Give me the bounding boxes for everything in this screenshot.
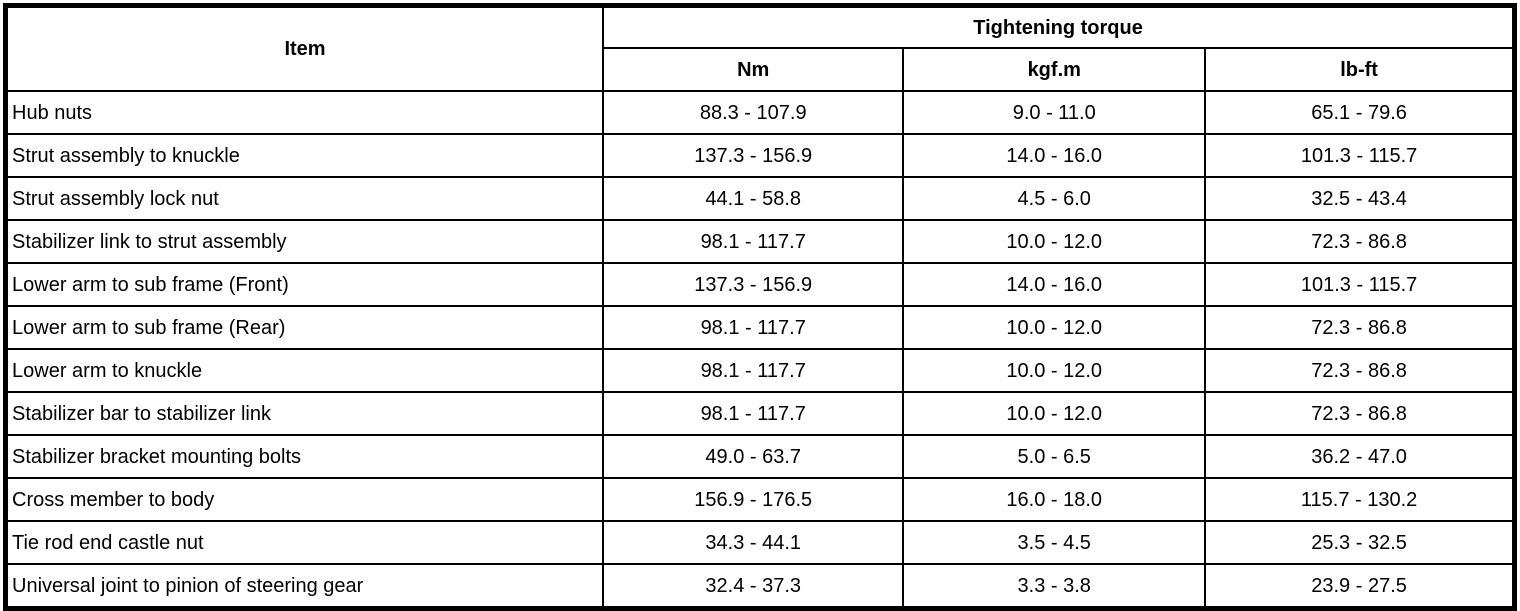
table-row: Strut assembly to knuckle 137.3 - 156.9 … xyxy=(4,133,1516,178)
table-row: Stabilizer bar to stabilizer link 98.1 -… xyxy=(4,391,1516,436)
lbft-value-cell: 72.3 - 86.8 xyxy=(1204,219,1516,264)
kgfm-value-cell: 14.0 - 16.0 xyxy=(902,262,1207,307)
lbft-value-cell: 32.5 - 43.4 xyxy=(1204,176,1516,221)
table-row: Cross member to body 156.9 - 176.5 16.0 … xyxy=(4,477,1516,522)
lbft-value-cell: 65.1 - 79.6 xyxy=(1204,90,1516,135)
nm-column-header: Nm xyxy=(602,47,905,92)
item-cell: Tie rod end castle nut xyxy=(4,520,605,565)
item-cell: Stabilizer bar to stabilizer link xyxy=(4,391,605,436)
nm-value-cell: 32.4 - 37.3 xyxy=(602,563,905,610)
nm-value-cell: 34.3 - 44.1 xyxy=(602,520,905,565)
item-cell: Lower arm to sub frame (Front) xyxy=(4,262,605,307)
lbft-value-cell: 72.3 - 86.8 xyxy=(1204,391,1516,436)
tightening-torque-group-header: Tightening torque xyxy=(602,4,1516,49)
kgfm-value-cell: 4.5 - 6.0 xyxy=(902,176,1207,221)
kgfm-value-cell: 10.0 - 12.0 xyxy=(902,391,1207,436)
item-cell: Lower arm to sub frame (Rear) xyxy=(4,305,605,350)
lbft-value-cell: 36.2 - 47.0 xyxy=(1204,434,1516,479)
nm-value-cell: 49.0 - 63.7 xyxy=(602,434,905,479)
table-row: Strut assembly lock nut 44.1 - 58.8 4.5 … xyxy=(4,176,1516,221)
table-row: Stabilizer link to strut assembly 98.1 -… xyxy=(4,219,1516,264)
table-row: Tie rod end castle nut 34.3 - 44.1 3.5 -… xyxy=(4,520,1516,565)
lbft-value-cell: 72.3 - 86.8 xyxy=(1204,305,1516,350)
nm-value-cell: 44.1 - 58.8 xyxy=(602,176,905,221)
table-row: Universal joint to pinion of steering ge… xyxy=(4,563,1516,610)
nm-value-cell: 88.3 - 107.9 xyxy=(602,90,905,135)
item-cell: Cross member to body xyxy=(4,477,605,522)
table-body: Hub nuts 88.3 - 107.9 9.0 - 11.0 65.1 - … xyxy=(4,90,1516,610)
item-cell: Universal joint to pinion of steering ge… xyxy=(4,563,605,610)
table-row: Lower arm to knuckle 98.1 - 117.7 10.0 -… xyxy=(4,348,1516,393)
nm-value-cell: 156.9 - 176.5 xyxy=(602,477,905,522)
lbft-column-header: lb-ft xyxy=(1204,47,1516,92)
table-row: Lower arm to sub frame (Rear) 98.1 - 117… xyxy=(4,305,1516,350)
kgfm-value-cell: 10.0 - 12.0 xyxy=(902,305,1207,350)
kgfm-value-cell: 9.0 - 11.0 xyxy=(902,90,1207,135)
table-row: Stabilizer bracket mounting bolts 49.0 -… xyxy=(4,434,1516,479)
item-cell: Stabilizer bracket mounting bolts xyxy=(4,434,605,479)
nm-value-cell: 98.1 - 117.7 xyxy=(602,348,905,393)
lbft-value-cell: 25.3 - 32.5 xyxy=(1204,520,1516,565)
kgfm-value-cell: 5.0 - 6.5 xyxy=(902,434,1207,479)
kgfm-value-cell: 16.0 - 18.0 xyxy=(902,477,1207,522)
item-cell: Stabilizer link to strut assembly xyxy=(4,219,605,264)
nm-value-cell: 98.1 - 117.7 xyxy=(602,391,905,436)
group-header-row: Item Tightening torque xyxy=(4,4,1516,92)
table-header: Item Tightening torque Nm kgf.m lb-ft xyxy=(4,4,1516,92)
nm-value-cell: 137.3 - 156.9 xyxy=(602,133,905,178)
item-column-header: Item xyxy=(4,4,605,92)
table-row: Hub nuts 88.3 - 107.9 9.0 - 11.0 65.1 - … xyxy=(4,90,1516,135)
unit-header-row: Nm kgf.m lb-ft xyxy=(6,47,1516,92)
kgfm-value-cell: 14.0 - 16.0 xyxy=(902,133,1207,178)
tightening-torque-table: Item Tightening torque Nm kgf.m lb-ft Hu… xyxy=(3,3,1517,611)
nm-value-cell: 98.1 - 117.7 xyxy=(602,305,905,350)
lbft-value-cell: 101.3 - 115.7 xyxy=(1204,133,1516,178)
nm-value-cell: 98.1 - 117.7 xyxy=(602,219,905,264)
item-cell: Hub nuts xyxy=(4,90,605,135)
kgfm-value-cell: 3.5 - 4.5 xyxy=(902,520,1207,565)
lbft-value-cell: 23.9 - 27.5 xyxy=(1204,563,1516,610)
nm-value-cell: 137.3 - 156.9 xyxy=(602,262,905,307)
kgfm-value-cell: 10.0 - 12.0 xyxy=(902,219,1207,264)
lbft-value-cell: 72.3 - 86.8 xyxy=(1204,348,1516,393)
lbft-value-cell: 115.7 - 130.2 xyxy=(1204,477,1516,522)
kgfm-value-cell: 3.3 - 3.8 xyxy=(902,563,1207,610)
kgfm-column-header: kgf.m xyxy=(902,47,1207,92)
table-row: Lower arm to sub frame (Front) 137.3 - 1… xyxy=(4,262,1516,307)
item-cell: Lower arm to knuckle xyxy=(4,348,605,393)
item-cell: Strut assembly lock nut xyxy=(4,176,605,221)
lbft-value-cell: 101.3 - 115.7 xyxy=(1204,262,1516,307)
item-cell: Strut assembly to knuckle xyxy=(4,133,605,178)
kgfm-value-cell: 10.0 - 12.0 xyxy=(902,348,1207,393)
